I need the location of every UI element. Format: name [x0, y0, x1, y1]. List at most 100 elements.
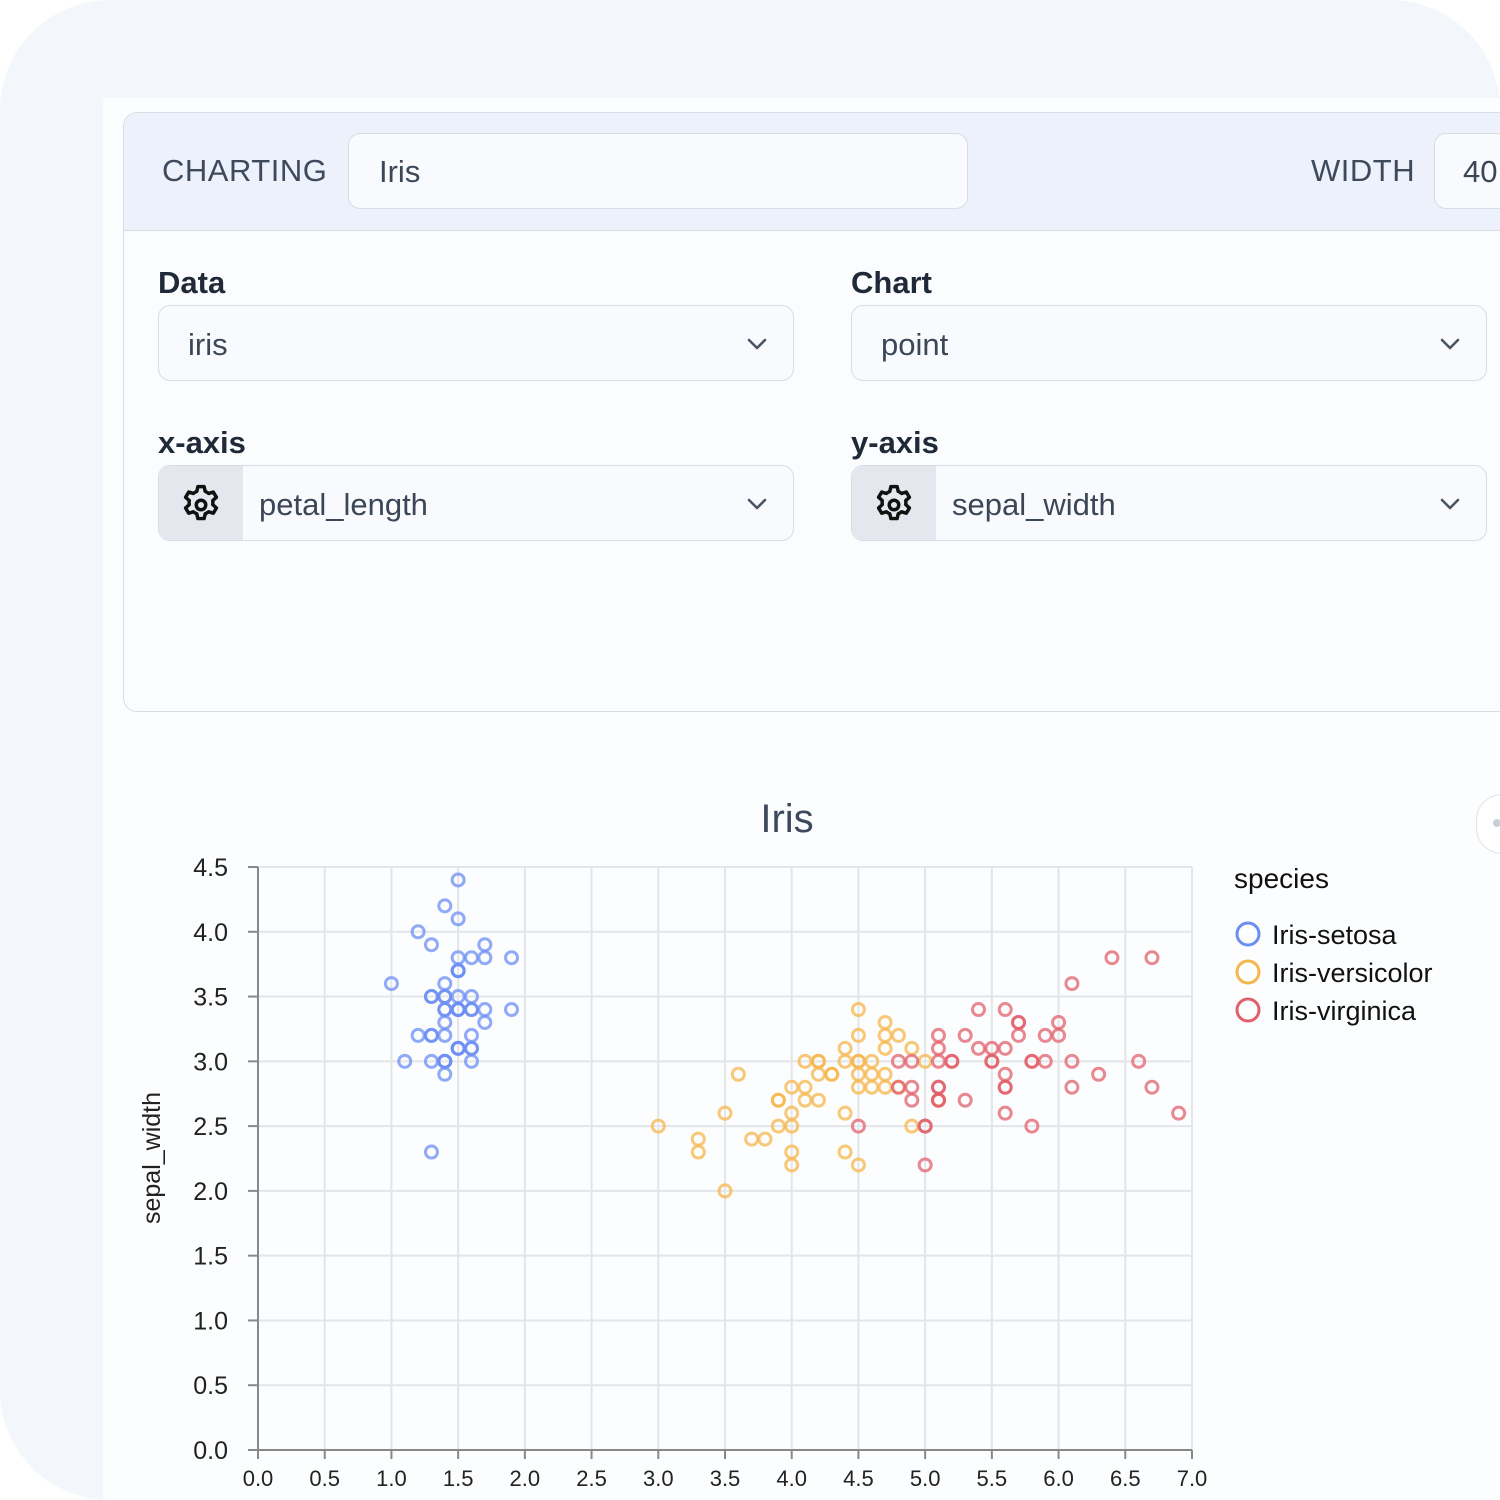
- data-point: [730, 1066, 746, 1082]
- y-tick-label: 3.5: [193, 984, 228, 1012]
- data-point: [504, 950, 520, 966]
- x-tick-label: 1.5: [443, 1466, 474, 1491]
- data-point: [437, 1014, 453, 1030]
- data-point: [423, 1144, 439, 1160]
- y-tick-label: 3.0: [193, 1048, 228, 1076]
- data-point: [957, 1027, 973, 1043]
- chart-legend: species Iris-setosa Iris-versicolor Iris-vi…: [1234, 863, 1433, 1026]
- chart-points: [383, 872, 1187, 1199]
- data-point: [904, 1079, 920, 1095]
- x-tick-label: 7.0: [1177, 1466, 1208, 1491]
- data-point: [850, 1118, 866, 1134]
- x-axis-settings-button[interactable]: [159, 466, 243, 540]
- data-point: [997, 1066, 1013, 1082]
- data-point: [770, 1092, 786, 1108]
- data-point: [890, 1027, 906, 1043]
- x-tick-label: 1.0: [376, 1466, 407, 1491]
- data-point: [930, 1053, 946, 1069]
- y-tick-label: 1.5: [193, 1243, 228, 1271]
- x-tick-label: 0.5: [309, 1466, 340, 1491]
- y-axis-value: sepal_width: [952, 487, 1116, 522]
- chevron-down-icon: [1440, 498, 1460, 510]
- data-point: [1064, 1053, 1080, 1069]
- data-point: [383, 976, 399, 992]
- data-point: [837, 1040, 853, 1056]
- y-axis-label: y-axis: [851, 425, 939, 460]
- data-point: [423, 989, 439, 1005]
- data-point: [1144, 1079, 1160, 1095]
- x-axis-label: x-axis: [158, 425, 246, 460]
- data-point: [890, 1053, 906, 1069]
- data-point: [410, 1027, 426, 1043]
- data-point: [797, 1079, 813, 1095]
- y-tick-label: 2.0: [193, 1178, 228, 1206]
- x-tick-label: 5.5: [977, 1466, 1008, 1491]
- y-tick-label: 4.5: [193, 854, 228, 882]
- chevron-down-icon: [747, 498, 767, 510]
- x-axis-value: petal_length: [259, 487, 428, 522]
- data-point: [917, 1118, 933, 1134]
- data-point: [450, 963, 466, 979]
- data-point: [397, 1053, 413, 1069]
- y-axis-title: sepal_width: [138, 1092, 166, 1224]
- gear-icon: [876, 484, 912, 521]
- x-tick-label: 2.0: [510, 1466, 541, 1491]
- chart-settings-panel: CHARTING Iris WIDTH 40 Data iris Chart p…: [123, 112, 1500, 712]
- data-point: [864, 1079, 880, 1095]
- chart-type-select[interactable]: point: [851, 305, 1487, 381]
- data-point: [877, 1066, 893, 1082]
- data-point: [423, 937, 439, 953]
- data-point: [864, 1053, 880, 1069]
- data-point: [810, 1066, 826, 1082]
- data-point: [971, 1040, 987, 1056]
- data-point: [1011, 1014, 1027, 1030]
- data-point: [437, 1002, 453, 1018]
- y-tick-label: 2.5: [193, 1113, 228, 1141]
- chart-title-input[interactable]: Iris: [348, 133, 968, 209]
- data-point: [450, 1002, 466, 1018]
- width-input[interactable]: 40: [1434, 133, 1500, 209]
- y-axis-settings-button[interactable]: [852, 466, 936, 540]
- data-point: [837, 1144, 853, 1160]
- data-point: [1064, 976, 1080, 992]
- data-point: [477, 1002, 493, 1018]
- data-point: [957, 1092, 973, 1108]
- data-point: [1131, 1053, 1147, 1069]
- x-tick-label: 2.5: [576, 1466, 607, 1491]
- data-point: [971, 1002, 987, 1018]
- data-point: [1011, 1027, 1027, 1043]
- data-point: [877, 1079, 893, 1095]
- data-point: [850, 1027, 866, 1043]
- data-point: [797, 1092, 813, 1108]
- y-axis-select[interactable]: sepal_width: [851, 465, 1487, 541]
- data-point: [450, 872, 466, 888]
- data-point: [437, 1066, 453, 1082]
- data-point: [744, 1131, 760, 1147]
- data-point: [877, 1027, 893, 1043]
- legend-marker: [1235, 959, 1261, 985]
- x-axis-select[interactable]: petal_length: [158, 465, 794, 541]
- data-point: [930, 1040, 946, 1056]
- chevron-down-icon: [747, 338, 767, 350]
- legend-label: Iris-virginica: [1272, 996, 1417, 1026]
- data-point: [837, 1105, 853, 1121]
- chart-type-value: point: [881, 327, 949, 362]
- legend-label: Iris-setosa: [1272, 920, 1398, 950]
- data-point: [450, 911, 466, 927]
- x-tick-label: 6.0: [1043, 1466, 1074, 1491]
- chart-label: Chart: [851, 265, 932, 300]
- x-tick-label: 3.5: [710, 1466, 741, 1491]
- chevron-down-icon: [1440, 338, 1460, 350]
- charting-label: CHARTING: [162, 153, 328, 188]
- data-point: [504, 1002, 520, 1018]
- legend-marker: [1235, 921, 1261, 947]
- data-point: [650, 1118, 666, 1134]
- data-point: [1024, 1118, 1040, 1134]
- x-tick-label: 4.5: [843, 1466, 874, 1491]
- data-select[interactable]: iris: [158, 305, 794, 381]
- data-point: [463, 1002, 479, 1018]
- gear-icon: [183, 484, 219, 521]
- data-point: [463, 989, 479, 1005]
